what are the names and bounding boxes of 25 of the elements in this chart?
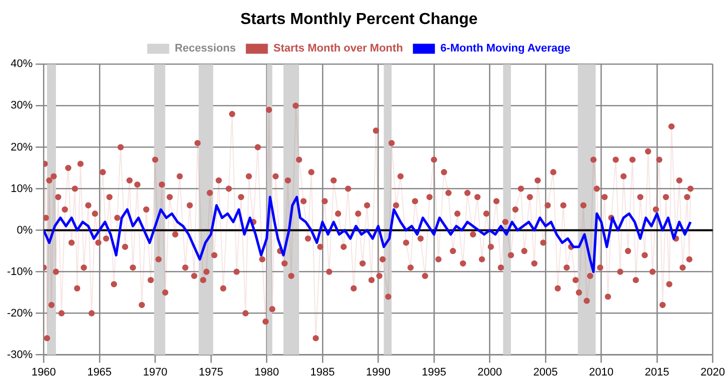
y-tick-label: 0% — [16, 224, 33, 236]
x-tick-label: 1985 — [310, 366, 335, 378]
y-tick-label: -20% — [6, 307, 33, 320]
x-tick-label: 2000 — [477, 366, 502, 378]
x-tick-label: 1960 — [31, 366, 56, 378]
x-tick-label: 2010 — [589, 366, 614, 378]
y-tick-label: -10% — [6, 266, 33, 278]
x-tick-label: 1995 — [422, 366, 446, 378]
x-tick-label: 1970 — [142, 366, 168, 378]
chart-title: Starts Monthly Percent Change — [240, 11, 478, 28]
x-tick-label: 1965 — [87, 366, 112, 378]
x-tick-label: 2005 — [533, 366, 558, 378]
y-tick-label: -30% — [6, 348, 33, 361]
x-tick-label: 2020 — [700, 366, 726, 378]
legend-label: Recessions — [174, 42, 236, 55]
y-tick-label: 30% — [10, 100, 33, 112]
legend-label: Starts Month over Month — [273, 42, 404, 55]
x-tick-label: 2015 — [644, 366, 670, 378]
x-tick-label: 1975 — [198, 366, 224, 378]
x-tick-label: 1980 — [254, 366, 279, 378]
y-tick-label: 20% — [10, 141, 33, 154]
x-tick-label: 1990 — [366, 366, 390, 378]
y-tick-label: 10% — [10, 182, 33, 195]
y-tick-label: 40% — [10, 58, 33, 70]
legend-label: 6-Month Moving Average — [440, 42, 570, 55]
